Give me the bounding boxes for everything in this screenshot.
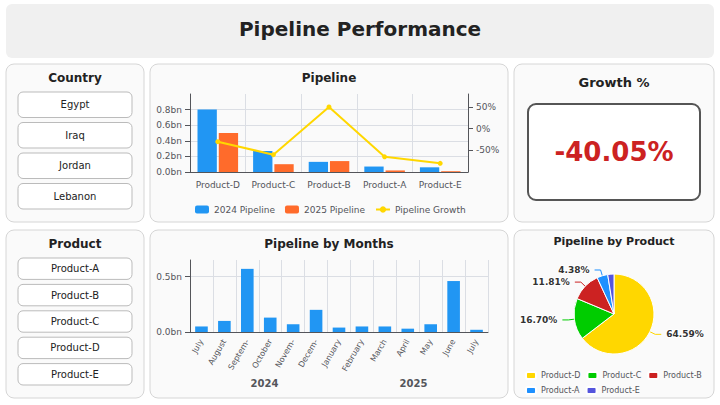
svg-text:Product-D: Product-D	[50, 342, 100, 353]
svg-text:Jordan: Jordan	[58, 160, 91, 171]
svg-text:Product-B: Product-B	[51, 290, 99, 301]
svg-text:Product-D: Product-D	[541, 371, 580, 380]
svg-text:0.0bn: 0.0bn	[156, 327, 182, 337]
svg-text:0.2bn: 0.2bn	[156, 151, 182, 161]
svg-text:4.38%: 4.38%	[558, 265, 589, 275]
svg-text:2025: 2025	[400, 378, 428, 389]
svg-text:Septem-: Septem-	[227, 338, 252, 372]
svg-text:Iraq: Iraq	[65, 130, 85, 141]
svg-text:Product-E: Product-E	[51, 369, 99, 380]
svg-text:Lebanon: Lebanon	[54, 191, 97, 202]
svg-text:July: July	[190, 338, 206, 356]
svg-text:January: January	[319, 338, 343, 370]
svg-text:February: February	[340, 338, 366, 373]
svg-text:Product-C: Product-C	[51, 316, 100, 327]
svg-text:Product-A: Product-A	[51, 263, 99, 274]
svg-text:0.0bn: 0.0bn	[156, 167, 182, 177]
svg-text:Product-E: Product-E	[419, 180, 462, 190]
svg-text:0%: 0%	[476, 124, 491, 134]
svg-text:Novem-: Novem-	[274, 338, 297, 370]
svg-text:June: June	[441, 338, 458, 359]
svg-text:Product-B: Product-B	[307, 180, 350, 190]
svg-text:Product-A: Product-A	[541, 386, 580, 395]
svg-text:0.5bn: 0.5bn	[156, 272, 182, 282]
svg-text:May: May	[419, 338, 435, 357]
svg-text:0.6bn: 0.6bn	[156, 120, 182, 130]
svg-text:2025 Pipeline: 2025 Pipeline	[304, 205, 365, 215]
svg-text:Country: Country	[48, 71, 102, 85]
svg-text:2024: 2024	[251, 378, 279, 389]
svg-text:2024 Pipeline: 2024 Pipeline	[214, 205, 275, 215]
svg-text:Pipeline by Product: Pipeline by Product	[553, 235, 674, 248]
svg-text:50%: 50%	[476, 102, 496, 112]
svg-text:Pipeline Performance: Pipeline Performance	[239, 17, 481, 41]
svg-text:Product-C: Product-C	[602, 371, 641, 380]
svg-text:Pipeline by Months: Pipeline by Months	[264, 237, 393, 251]
svg-text:-40.05%: -40.05%	[554, 137, 673, 167]
svg-text:Product-B: Product-B	[663, 371, 701, 380]
svg-text:Pipeline Growth: Pipeline Growth	[395, 205, 466, 215]
svg-text:11.81%: 11.81%	[532, 277, 570, 287]
svg-text:Product-D: Product-D	[196, 180, 240, 190]
svg-text:0.8bn: 0.8bn	[156, 105, 182, 115]
svg-text:16.70%: 16.70%	[520, 315, 558, 325]
svg-text:Product-E: Product-E	[602, 386, 640, 395]
svg-text:Product-A: Product-A	[363, 180, 407, 190]
svg-text:-50%: -50%	[476, 145, 500, 155]
svg-text:August: August	[207, 338, 229, 367]
svg-text:April: April	[395, 338, 412, 358]
svg-text:October: October	[250, 337, 274, 370]
svg-text:Product: Product	[49, 237, 102, 251]
svg-text:Decem-: Decem-	[297, 338, 320, 369]
svg-text:Growth %: Growth %	[578, 75, 649, 90]
svg-text:July: July	[465, 338, 481, 356]
svg-text:Egypt: Egypt	[61, 99, 90, 110]
svg-text:0.4bn: 0.4bn	[156, 136, 182, 146]
svg-text:Pipeline: Pipeline	[302, 71, 357, 85]
svg-text:64.59%: 64.59%	[666, 329, 704, 339]
svg-text:March: March	[369, 338, 389, 364]
svg-text:Product-C: Product-C	[252, 180, 296, 190]
